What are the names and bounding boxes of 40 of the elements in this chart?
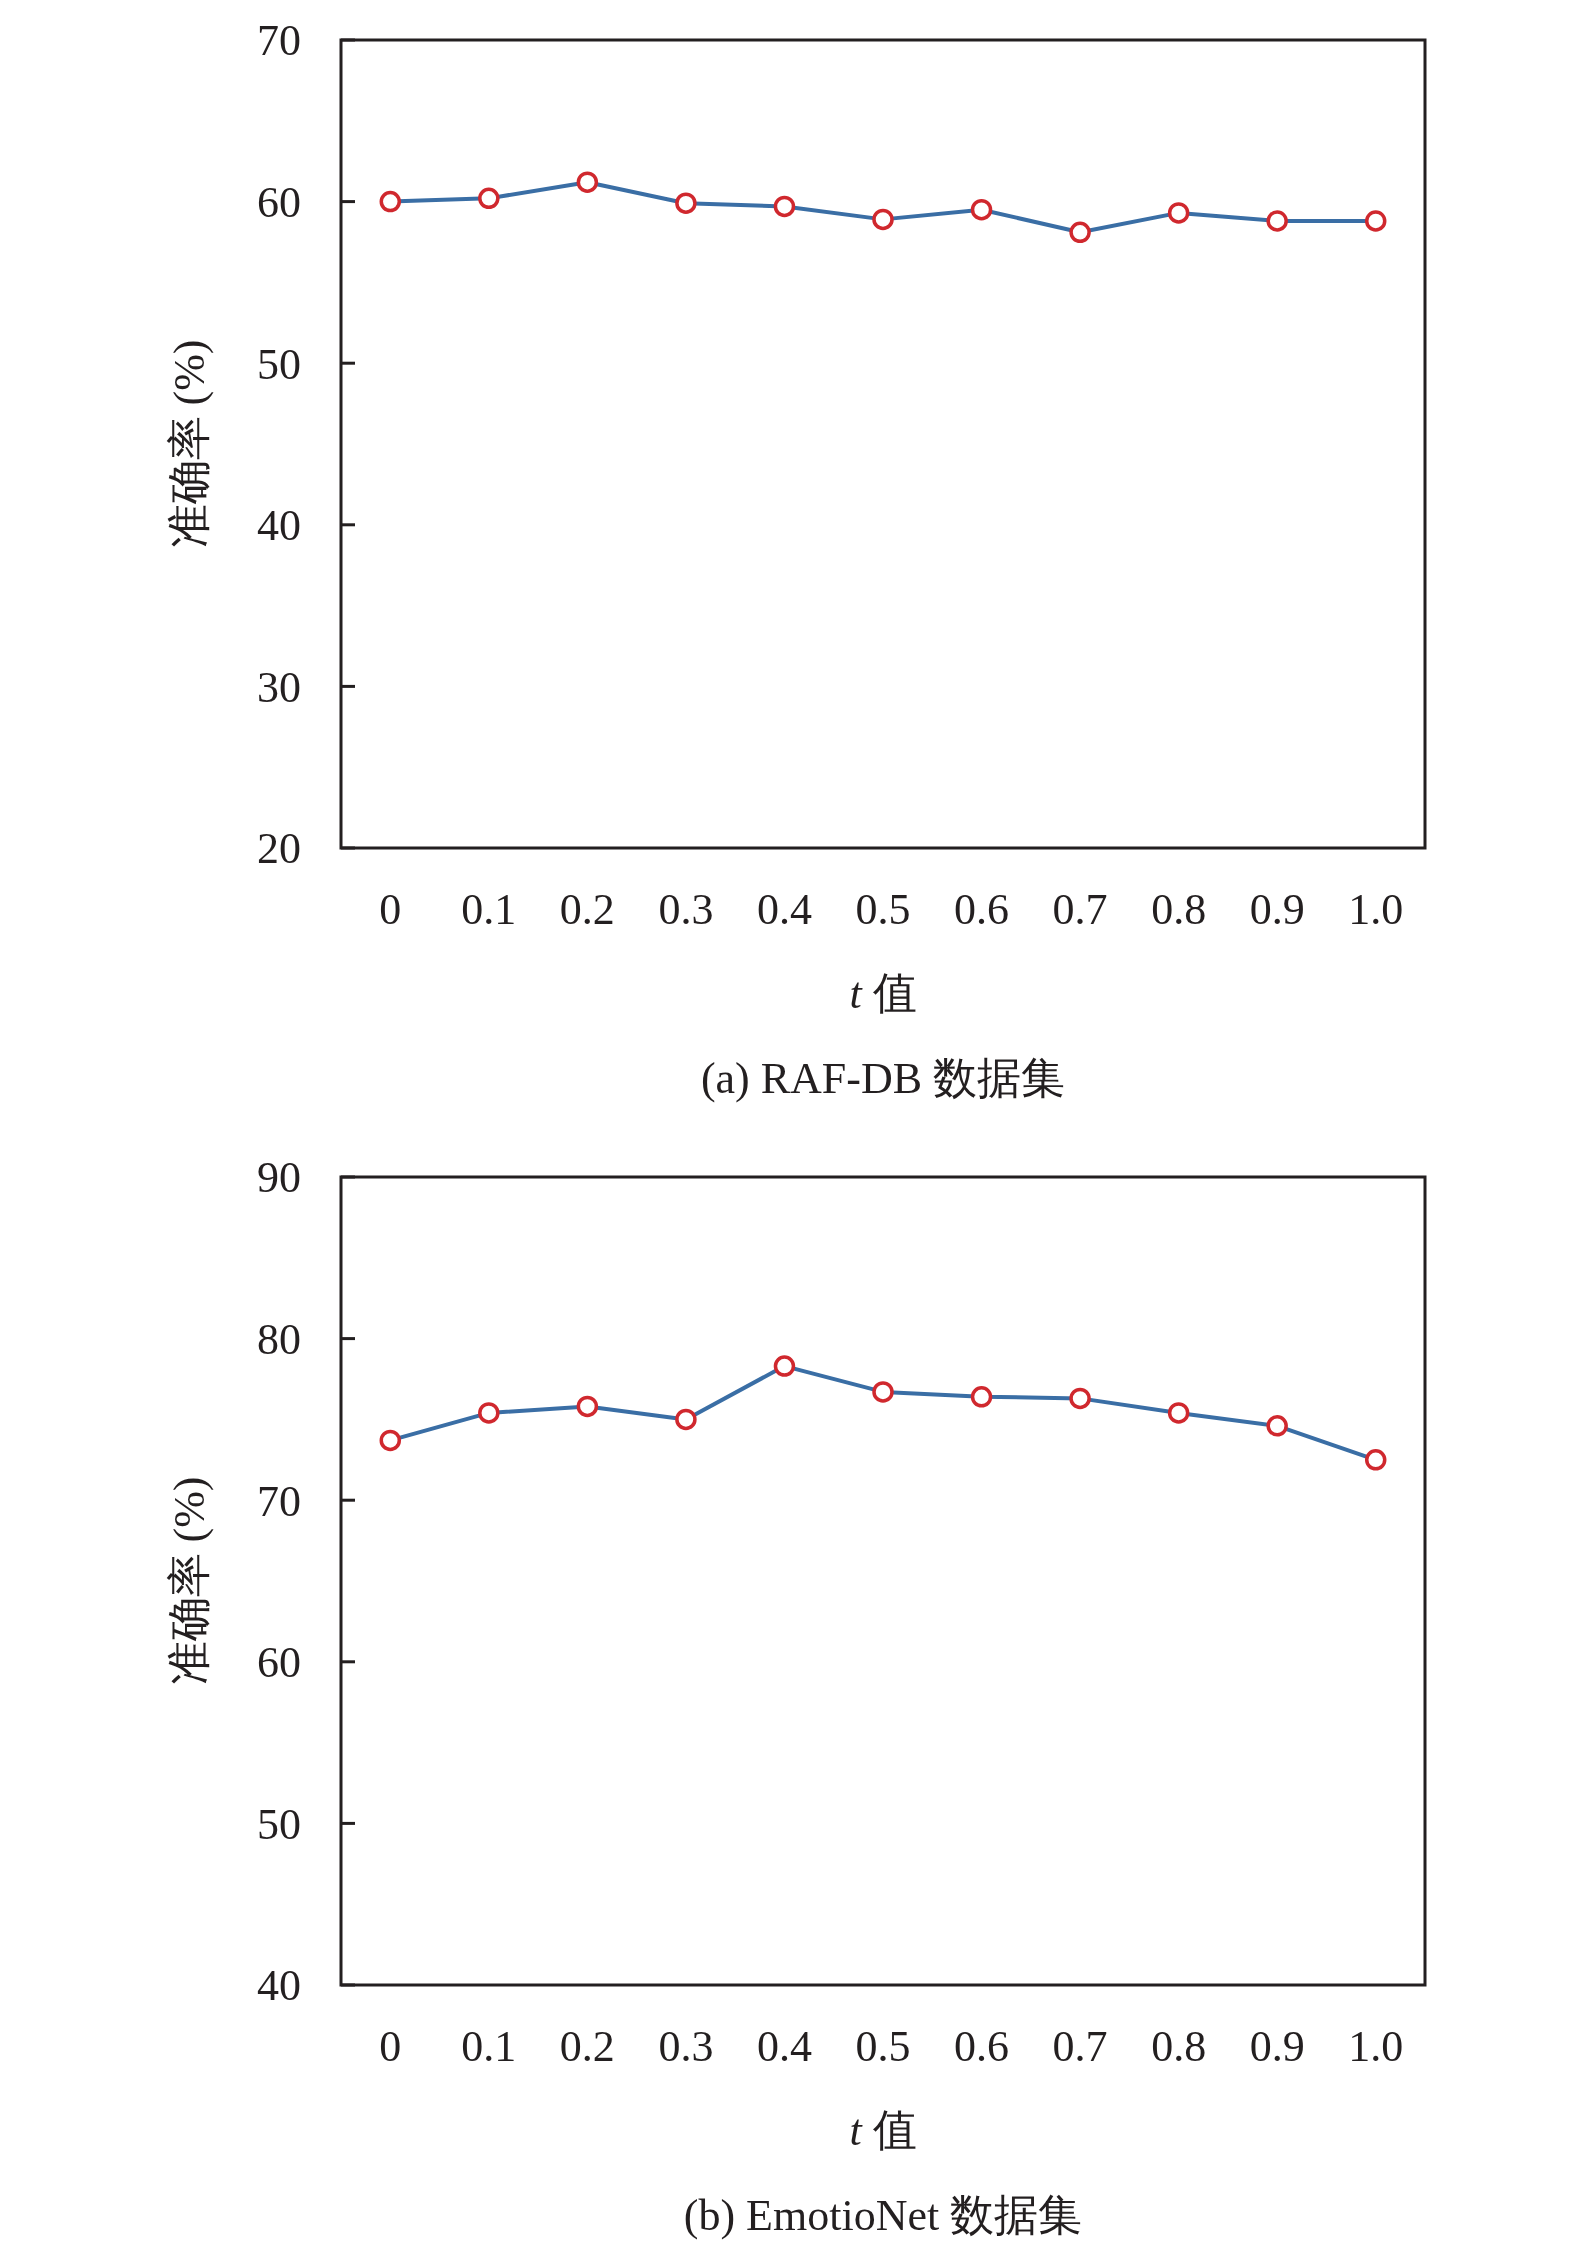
y-tick-label: 40: [257, 501, 301, 551]
x-tick-label: 0.9: [1249, 885, 1305, 934]
y-tick-label: 60: [257, 178, 301, 227]
x-tick-label: 0.9: [1249, 2022, 1305, 2071]
x-tick-label: 0.2: [559, 885, 615, 934]
x-tick-label: 0.5: [855, 885, 911, 934]
x-axis-title: t 值: [849, 2106, 917, 2155]
y-tick-label: 50: [257, 1799, 301, 1849]
y-tick-label: 30: [257, 662, 301, 712]
x-tick-label: 0.4: [756, 885, 812, 934]
x-tick-label: 0.5: [855, 2022, 911, 2071]
text: (a) RAF-DB 数据集: [700, 1054, 1066, 1103]
x-tick-label: 0.1: [461, 2022, 517, 2071]
x-tick-label: 0: [379, 885, 402, 934]
x-tick-label: 0: [379, 2022, 402, 2071]
y-tick-label: 20: [257, 824, 301, 874]
y-tick-label: 80: [257, 1315, 301, 1364]
x-tick-label: 0.2: [559, 2022, 615, 2071]
text: (b) EmotioNet 数据集: [683, 2191, 1083, 2240]
y-tick-label: 70: [257, 16, 301, 66]
x-tick-label: 0.1: [461, 885, 517, 934]
y-tick-label: 40: [257, 1961, 301, 2011]
y-axis-title: 准确率 (%): [165, 1476, 214, 1686]
y-tick-label: 60: [257, 1638, 301, 1688]
y-tick-label: 70: [257, 1476, 301, 1526]
y-axis-title: 准确率 (%): [165, 339, 214, 549]
x-tick-label: 0.7: [1052, 885, 1108, 934]
y-tick-label: 90: [257, 1153, 301, 1203]
x-tick-label: 1.0: [1348, 885, 1404, 934]
x-tick-label: 0.3: [658, 2022, 714, 2071]
x-tick-label: 0.3: [658, 885, 714, 934]
x-axis-title: t 值: [849, 969, 917, 1018]
x-tick-label: 1.0: [1348, 2022, 1404, 2071]
x-tick-label: 0.8: [1151, 2022, 1207, 2071]
x-tick-label: 0.6: [954, 885, 1010, 934]
y-tick-label: 50: [257, 339, 301, 389]
x-tick-label: 0.4: [756, 2022, 812, 2071]
x-tick-label: 0.8: [1151, 885, 1207, 934]
x-tick-label: 0.6: [954, 2022, 1010, 2071]
x-tick-label: 0.7: [1052, 2022, 1108, 2071]
